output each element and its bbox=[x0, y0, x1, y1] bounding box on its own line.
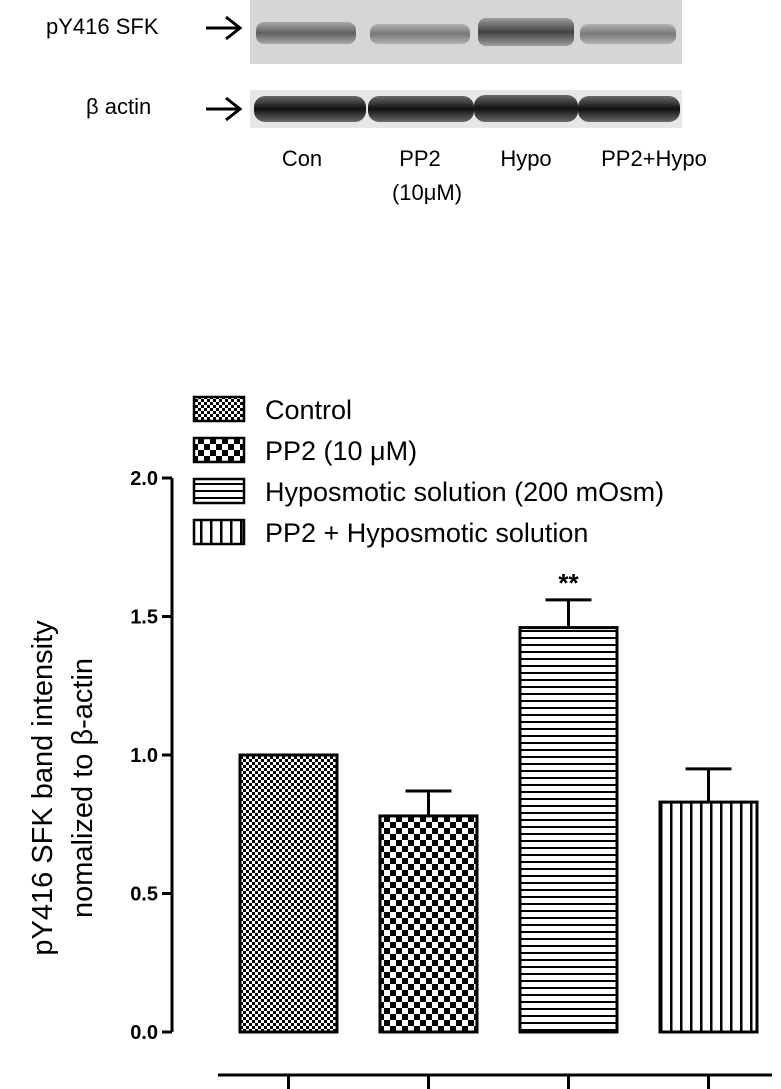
lane-label-pp2hypo: PP2+Hypo bbox=[601, 146, 707, 171]
legend-label-control: Control bbox=[265, 395, 352, 425]
blot-row-label-actin: β actin bbox=[86, 94, 151, 119]
y-tick-label: 1.0 bbox=[130, 745, 158, 767]
blot-band-actin-con bbox=[254, 96, 366, 122]
blot-band-pp2hypo bbox=[580, 24, 676, 44]
y-tick-label: 1.5 bbox=[130, 607, 158, 629]
blot-band-actin-pp2hypo bbox=[578, 96, 680, 122]
legend-swatch-hyposmotic-solution-200-mosm bbox=[192, 477, 246, 505]
lane-label-hypo: Hypo bbox=[500, 146, 551, 171]
blot-row-label-py416: pY416 SFK bbox=[46, 14, 159, 39]
y-axis-label-line1: pY416 SFK band intensity bbox=[27, 620, 59, 956]
western-blot: pY416 SFK β actin Con PP2 (10μM) Hypo PP… bbox=[46, 0, 707, 205]
legend-label-pp2-10-m: PP2 (10 μM) bbox=[265, 436, 417, 466]
blot-band-con bbox=[256, 22, 356, 44]
arrow-right-icon bbox=[206, 15, 243, 41]
y-tick-label: 0.5 bbox=[130, 884, 158, 906]
legend-swatch-pp2-hyposmotic-solution bbox=[192, 518, 246, 546]
bar-control bbox=[238, 753, 339, 1034]
blot-band-hypo bbox=[478, 18, 574, 46]
arrow-right-icon bbox=[206, 96, 243, 122]
y-tick-label: 0.0 bbox=[130, 1022, 158, 1044]
bar-hyposmotic-solution-200-mosm bbox=[518, 626, 619, 1034]
legend-label-hyposmotic-solution-200-mosm: Hyposmotic solution (200 mOsm) bbox=[265, 477, 664, 507]
y-axis-label: pY416 SFK band intensity nomalized to β-… bbox=[27, 620, 99, 956]
y-tick-label: 2.0 bbox=[130, 468, 158, 490]
lane-label-pp2-conc: (10μM) bbox=[392, 180, 462, 205]
bars: ** bbox=[238, 568, 759, 1034]
axes: 0.0 0.5 1.0 1.5 2.0 bbox=[130, 468, 772, 1089]
blot-band-pp2 bbox=[370, 24, 470, 44]
legend-label-pp2-hyposmotic-solution: PP2 + Hyposmotic solution bbox=[265, 518, 588, 548]
legend-swatch-pp2-10-m bbox=[192, 436, 246, 464]
bar-pp2-hyposmotic-solution bbox=[658, 800, 759, 1034]
blot-band-actin-hypo bbox=[474, 95, 578, 122]
bar-pp2-10-m bbox=[378, 814, 479, 1034]
lane-label-con: Con bbox=[282, 146, 322, 171]
bar-chart: Control PP2 (10 μM) Hyposmotic solution (2… bbox=[27, 395, 772, 1089]
y-axis-label-line2: nomalized to β-actin bbox=[67, 658, 99, 918]
blot-band-actin-pp2 bbox=[368, 96, 474, 122]
legend: Control PP2 (10 μM) Hyposmotic solution (2… bbox=[192, 395, 664, 548]
significance-annotation: ** bbox=[558, 568, 579, 598]
lane-label-pp2: PP2 bbox=[399, 146, 441, 171]
legend-swatch-control bbox=[192, 395, 246, 423]
